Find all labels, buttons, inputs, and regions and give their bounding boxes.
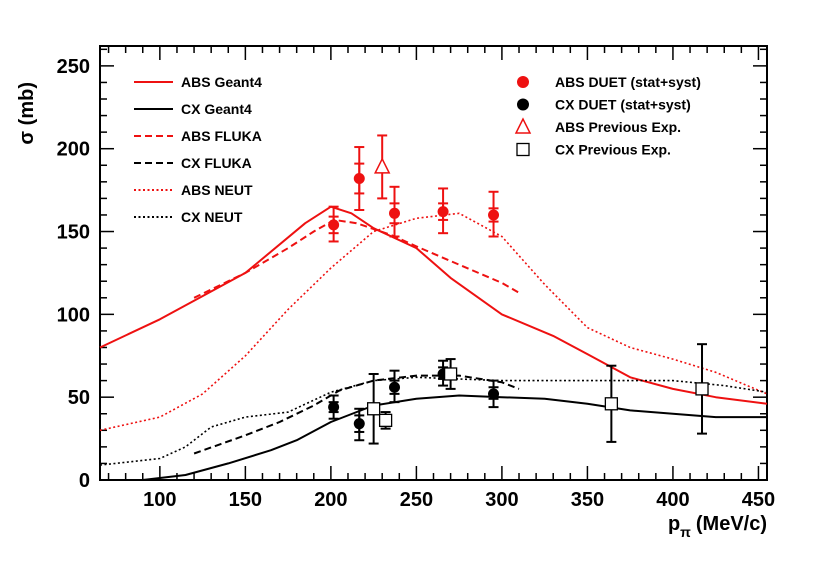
x-axis-title: pπ (MeV/c) xyxy=(668,513,767,540)
x-axis-title-main: p xyxy=(668,513,680,535)
curve-cx-fluka xyxy=(193,374,520,455)
x-tick-label: 250 xyxy=(400,489,433,511)
legend-label: CX Previous Exp. xyxy=(555,142,671,158)
abs-previous-exp-point xyxy=(373,157,391,174)
y-tick-label: 200 xyxy=(57,139,90,161)
legend-label: ABS NEUT xyxy=(181,182,253,198)
legend: ABS Geant4 CX Geant4 ABS FLUKA CX FLUKA ABS … xyxy=(134,74,701,225)
cx-duet-stat-syst-point xyxy=(389,381,401,393)
curve-cx-geant4 xyxy=(100,394,767,481)
abs-duet-stat-syst-point xyxy=(328,219,340,231)
x-tick-label: 100 xyxy=(143,489,176,511)
y-tick-label: 250 xyxy=(57,56,90,78)
x-axis-title-unit: (MeV/c) xyxy=(696,513,767,535)
legend-label: CX Geant4 xyxy=(181,101,252,117)
legend-label: CX DUET (stat+syst) xyxy=(555,97,691,113)
legend-marker-abs-duet-stat-syst xyxy=(517,76,529,88)
x-tick-label: 150 xyxy=(229,489,262,511)
x-axis-title-sub: π xyxy=(680,524,691,540)
cx-previous-exp-point xyxy=(378,413,393,428)
cx-previous-exp-point xyxy=(604,397,619,411)
curve-abs-neut xyxy=(99,212,768,432)
x-tick-label: 400 xyxy=(656,489,689,511)
cx-previous-exp-point xyxy=(695,382,709,396)
x-tick-label: 450 xyxy=(742,489,775,511)
model-curves xyxy=(99,205,768,481)
legend-label: CX NEUT xyxy=(181,209,243,225)
legend-marker-cx-duet-stat-syst xyxy=(517,98,529,111)
cx-duet-stat-syst-point xyxy=(353,418,365,430)
abs-duet-stat-syst-point xyxy=(488,209,500,221)
curve-cx-neut xyxy=(99,376,768,466)
x-tick-label: 300 xyxy=(485,489,518,511)
y-tick-label: 150 xyxy=(57,222,90,244)
x-tick-label: 350 xyxy=(571,489,604,511)
y-tick-label: 100 xyxy=(57,304,90,326)
axis-ticks: 100 150 200 250 300 350 400 450 0 50 100 150 200 250 xyxy=(57,46,775,511)
cx-previous-exp-point xyxy=(443,367,458,381)
legend-label: CX FLUKA xyxy=(181,155,252,171)
x-tick-label: 200 xyxy=(314,489,347,511)
legend-label: ABS Geant4 xyxy=(181,74,262,90)
cx-previous-exp-point xyxy=(366,402,381,416)
legend-label: ABS FLUKA xyxy=(181,128,262,144)
abs-duet-stat-syst-point xyxy=(437,206,449,218)
abs-duet-stat-syst-point xyxy=(389,207,401,219)
cx-duet-stat-syst-point xyxy=(328,401,340,413)
curve-abs-fluka xyxy=(193,218,520,299)
y-axis-title: σ (mb) xyxy=(16,82,38,145)
curve-abs-geant4 xyxy=(99,205,768,405)
legend-label: ABS Previous Exp. xyxy=(555,119,681,135)
y-tick-label: 0 xyxy=(79,470,90,492)
abs-duet-stat-syst-point xyxy=(353,173,365,185)
legend-label: ABS DUET (stat+syst) xyxy=(555,74,701,90)
y-tick-label: 50 xyxy=(68,387,90,409)
legend-marker-cx-previous-exp xyxy=(516,142,530,157)
cx-duet-stat-syst-point xyxy=(488,388,500,400)
data-points xyxy=(328,134,709,445)
legend-marker-abs-previous-exp xyxy=(514,117,532,134)
